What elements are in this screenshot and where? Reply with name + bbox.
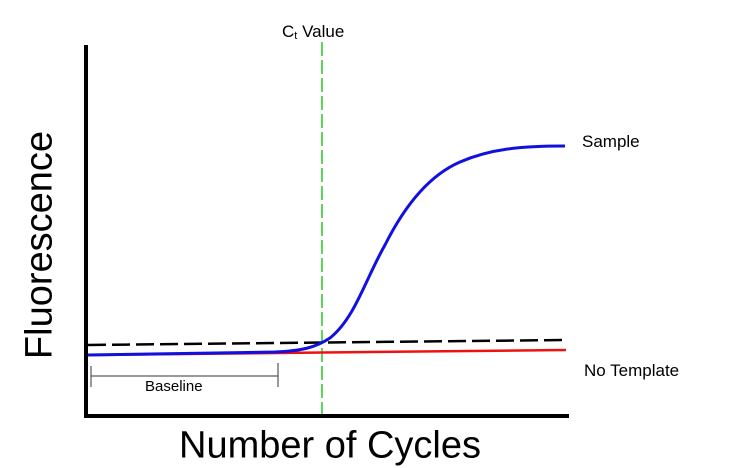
y-axis-label: Fluorescence [18, 130, 61, 360]
no-template-label: No Template [584, 361, 680, 380]
ct-subscript: t [294, 30, 298, 42]
baseline-label: Baseline [145, 378, 203, 395]
ct-c: C [282, 22, 295, 41]
ct-rest: Value [297, 22, 345, 41]
threshold-line [87, 338, 567, 347]
baseline-bracket [90, 363, 279, 387]
sample-label: Sample [582, 132, 640, 151]
sample-curve [87, 144, 566, 357]
x-axis-label: Number of Cycles [179, 424, 481, 467]
ct-value-label: Ct Value [282, 22, 344, 42]
